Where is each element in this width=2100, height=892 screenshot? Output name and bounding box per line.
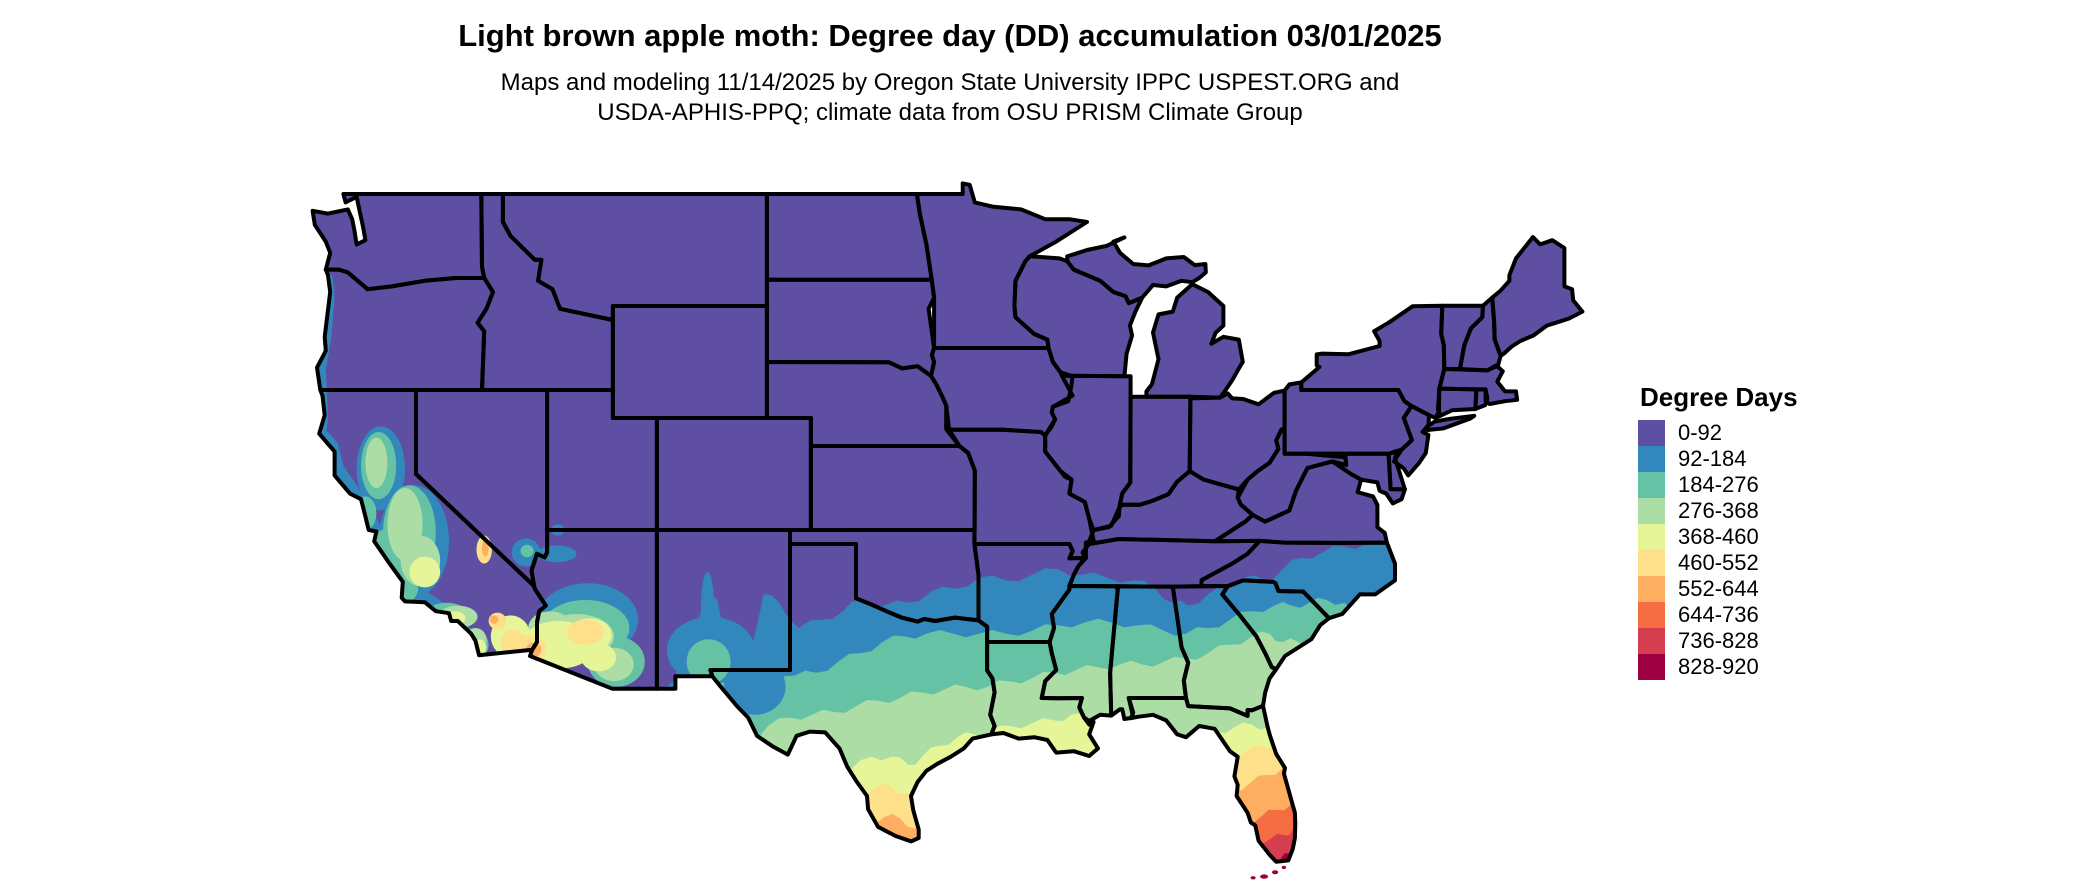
legend-label: 92-184 xyxy=(1678,446,1747,471)
legend-swatch xyxy=(1638,524,1665,550)
dd-patch xyxy=(365,437,388,488)
legend-swatch xyxy=(1638,576,1665,602)
dd-patch xyxy=(520,544,534,558)
legend-label: 460-552 xyxy=(1678,550,1759,575)
state-border xyxy=(1065,235,1208,306)
florida-keys xyxy=(1250,865,1287,880)
legend-label: 736-828 xyxy=(1678,628,1759,653)
legend-item: 0-92 xyxy=(1638,420,1798,446)
state-border xyxy=(1199,538,1397,621)
legend-item: 736-828 xyxy=(1638,628,1798,654)
dd-patch xyxy=(724,658,786,715)
legend-swatch xyxy=(1638,420,1665,446)
legend-rows: 0-92 92-184 184-276 276-368 368-460 460-552 55… xyxy=(1638,420,1798,680)
dd-patch xyxy=(700,572,715,645)
legend: Degree Days 0-92 92-184 184-276 276-368 368-… xyxy=(1638,382,1798,680)
legend-swatch xyxy=(1638,628,1665,654)
legend-swatch xyxy=(1638,654,1665,680)
dd-patch xyxy=(537,545,577,563)
state-border xyxy=(528,528,659,691)
dd-patch xyxy=(416,610,430,618)
legend-swatch xyxy=(1638,602,1665,628)
dd-patch xyxy=(489,615,499,624)
legend-swatch xyxy=(1638,446,1665,472)
legend-label: 184-276 xyxy=(1678,472,1759,497)
dd-band xyxy=(790,784,999,862)
dd-patch xyxy=(409,556,441,588)
map-title: Light brown apple moth: Degree day (DD) … xyxy=(458,18,1442,53)
legend-label: 552-644 xyxy=(1678,576,1759,601)
state-border xyxy=(1425,413,1477,432)
legend-title: Degree Days xyxy=(1640,382,1798,412)
state-border xyxy=(1490,235,1585,358)
state-border xyxy=(1144,282,1245,400)
subtitle-line-1: Maps and modeling 11/14/2025 by Oregon S… xyxy=(500,69,1400,96)
legend-label: 368-460 xyxy=(1678,524,1759,549)
legend-swatch xyxy=(1638,550,1665,576)
legend-item: 184-276 xyxy=(1638,472,1798,498)
legend-label: 644-736 xyxy=(1678,602,1759,627)
legend-item: 552-644 xyxy=(1638,576,1798,602)
legend-item: 276-368 xyxy=(1638,498,1798,524)
dd-patch xyxy=(566,619,605,645)
legend-item: 92-184 xyxy=(1638,446,1798,472)
legend-label: 276-368 xyxy=(1678,498,1759,523)
dd-patch xyxy=(686,639,731,684)
legend-item: 368-460 xyxy=(1638,524,1798,550)
state-border xyxy=(1126,696,1298,864)
legend-label: 828-920 xyxy=(1678,654,1759,679)
legend-item: 828-920 xyxy=(1638,654,1798,680)
dd-band xyxy=(790,814,999,862)
subtitle-line-2: USDA-APHIS-PPQ; climate data from OSU PR… xyxy=(597,99,1303,126)
dd-patch xyxy=(500,629,525,655)
state-borders xyxy=(310,181,1585,864)
state-border xyxy=(708,542,997,844)
legend-item: 460-552 xyxy=(1638,550,1798,576)
legend-swatch xyxy=(1638,472,1665,498)
dd-patch xyxy=(581,643,617,672)
legend-label: 0-92 xyxy=(1678,420,1723,445)
dd-patch xyxy=(407,612,419,619)
title-block: Light brown apple moth: Degree day (DD) … xyxy=(0,18,1900,128)
legend-item: 644-736 xyxy=(1638,602,1798,628)
map-subtitle: Maps and modeling 11/14/2025 by Oregon S… xyxy=(0,68,1900,128)
legend-swatch xyxy=(1638,498,1665,524)
